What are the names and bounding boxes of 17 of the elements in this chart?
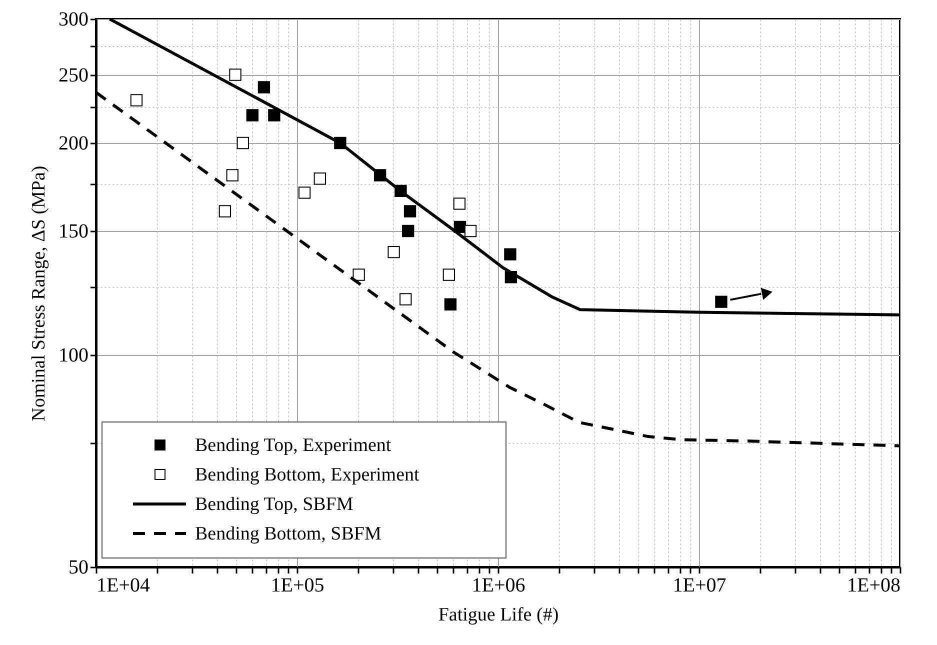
legend-label: Bending Bottom, Experiment <box>195 464 420 486</box>
x-tick-label: 1E+06 <box>472 574 526 596</box>
x-tick-label: 1E+07 <box>672 574 726 596</box>
legend-label: Bending Top, SBFM <box>195 494 354 515</box>
y-tick-label: 100 <box>58 344 88 367</box>
x-tick-label: 1E+04 <box>96 574 150 596</box>
y-axis-title: Nominal Stress Range, ΔS (MPa) <box>28 166 50 422</box>
y-tick-label: 150 <box>58 220 88 242</box>
legend-label: Bending Bottom, SBFM <box>195 524 382 544</box>
y-tick-label: 300 <box>58 8 88 30</box>
x-tick-label: 1E+05 <box>270 574 324 596</box>
x-tick-label: 1E+08 <box>847 574 900 596</box>
y-tick-label: 250 <box>58 64 88 86</box>
legend-label: Bending Top, Experiment <box>195 435 392 456</box>
y-tick-label: 50 <box>68 556 88 578</box>
x-axis-title: Fatigue Life (#) <box>438 604 559 626</box>
y-tick-label: 200 <box>58 132 88 155</box>
